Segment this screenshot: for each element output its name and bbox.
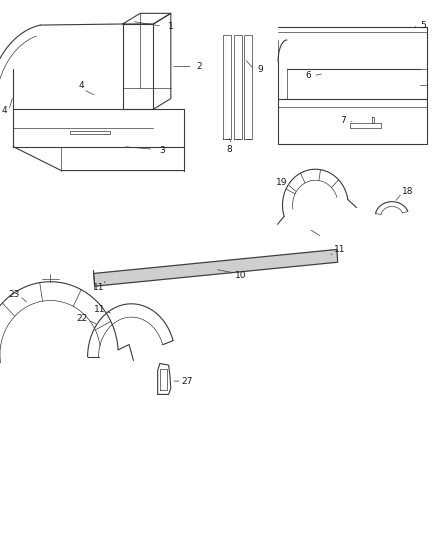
Text: 6: 6: [305, 71, 311, 80]
Text: 22: 22: [77, 314, 88, 323]
Text: 1: 1: [168, 22, 174, 30]
Text: 27: 27: [182, 377, 193, 385]
Text: 4: 4: [78, 81, 84, 90]
Text: 11: 11: [93, 283, 104, 292]
Text: 11: 11: [334, 246, 345, 254]
Text: 2: 2: [197, 62, 202, 71]
Text: 5: 5: [420, 21, 426, 29]
Text: 10: 10: [235, 271, 247, 279]
Polygon shape: [94, 249, 338, 286]
Text: 3: 3: [159, 146, 165, 155]
Text: 19: 19: [276, 179, 287, 187]
Text: 7: 7: [340, 117, 346, 125]
Text: 4: 4: [2, 106, 7, 115]
Text: 18: 18: [402, 187, 413, 196]
Text: 9: 9: [258, 65, 264, 74]
Text: 23: 23: [9, 290, 20, 299]
Text: 8: 8: [226, 145, 232, 154]
Text: 11: 11: [94, 305, 105, 313]
